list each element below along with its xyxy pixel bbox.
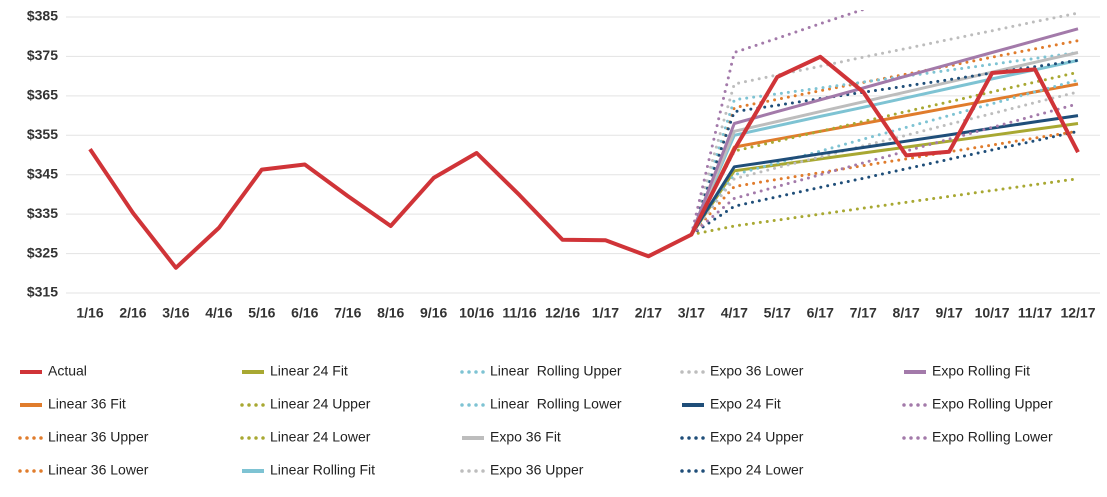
x-tick-label: 7/17 bbox=[850, 305, 877, 321]
legend-label: Linear 36 Upper bbox=[48, 429, 149, 445]
x-tick-label: 12/16 bbox=[545, 305, 580, 321]
legend-label: Linear 24 Upper bbox=[270, 396, 371, 412]
series-line bbox=[689, 78, 1080, 237]
legend-label: Expo 36 Upper bbox=[490, 462, 584, 478]
series-line bbox=[690, 122, 1079, 236]
legend-label: Expo Rolling Fit bbox=[932, 363, 1030, 379]
x-tick-label: 11/17 bbox=[1018, 305, 1052, 321]
legend-label: Linear Rolling Fit bbox=[270, 462, 375, 478]
series-line bbox=[690, 51, 1079, 236]
x-tick-label: 3/17 bbox=[678, 305, 705, 321]
y-tick-label: $315 bbox=[27, 284, 58, 300]
legend-label: Expo 36 Lower bbox=[710, 363, 804, 379]
legend-label: Expo 24 Lower bbox=[710, 462, 804, 478]
x-tick-label: 3/16 bbox=[162, 305, 189, 321]
y-tick-label: $325 bbox=[27, 244, 58, 260]
legend-label: Linear Rolling Lower bbox=[490, 396, 622, 412]
x-tick-label: 8/17 bbox=[893, 305, 920, 321]
legend-label: Linear 36 Fit bbox=[48, 396, 126, 412]
legend-label: Linear 36 Lower bbox=[48, 462, 149, 478]
series-line bbox=[689, 129, 1080, 237]
x-tick-label: 4/17 bbox=[721, 305, 748, 321]
legend-label: Linear 24 Lower bbox=[270, 429, 371, 445]
y-tick-label: $385 bbox=[27, 8, 58, 24]
x-tick-label: 10/17 bbox=[975, 305, 1010, 321]
axis-labels: $315 $325 $335 $345 $355 $365 $375 $385 1/16 2/16… bbox=[27, 8, 1096, 321]
x-tick-label: 6/16 bbox=[291, 305, 318, 321]
series-line bbox=[690, 27, 1079, 236]
x-tick-label: 11/16 bbox=[502, 305, 536, 321]
series-line bbox=[690, 114, 1079, 236]
series-line bbox=[690, 82, 1079, 236]
legend-label: Linear 24 Fit bbox=[270, 363, 348, 379]
legend: Actual Linear 36 Fit Linear 36 Upper Linear… bbox=[18, 363, 1053, 478]
series-line bbox=[689, 10, 867, 237]
y-tick-label: $335 bbox=[27, 205, 58, 221]
x-tick-label: 5/16 bbox=[248, 305, 275, 321]
series-line bbox=[689, 129, 1080, 237]
x-tick-label: 10/16 bbox=[459, 305, 494, 321]
series-line bbox=[88, 54, 1080, 270]
legend-label: Actual bbox=[48, 363, 87, 379]
x-tick-label: 9/16 bbox=[420, 305, 447, 321]
legend-label: Linear Rolling Upper bbox=[490, 363, 622, 379]
x-tick-label: 12/17 bbox=[1060, 305, 1095, 321]
x-tick-label: 4/16 bbox=[205, 305, 232, 321]
x-tick-label: 6/17 bbox=[807, 305, 834, 321]
x-tick-label: 5/17 bbox=[764, 305, 791, 321]
grid bbox=[66, 16, 1100, 294]
x-tick-label: 1/16 bbox=[76, 305, 103, 321]
series-line bbox=[689, 58, 1080, 237]
x-tick-label: 1/17 bbox=[592, 305, 619, 321]
y-tick-label: $375 bbox=[27, 47, 58, 63]
y-tick-label: $365 bbox=[27, 87, 58, 103]
x-tick-label: 2/16 bbox=[119, 305, 146, 321]
series-line bbox=[689, 11, 1080, 237]
x-tick-label: 2/17 bbox=[635, 305, 662, 321]
legend-label: Expo 24 Upper bbox=[710, 429, 804, 445]
x-tick-label: 7/16 bbox=[334, 305, 361, 321]
series-line bbox=[690, 58, 1079, 236]
legend-label: Expo 36 Fit bbox=[490, 429, 561, 445]
y-tick-label: $355 bbox=[27, 126, 58, 142]
y-tick-label: $345 bbox=[27, 165, 58, 181]
legend-label: Expo Rolling Lower bbox=[932, 429, 1053, 445]
legend-label: Expo Rolling Upper bbox=[932, 396, 1053, 412]
x-tick-label: 8/16 bbox=[377, 305, 404, 321]
series-line bbox=[689, 102, 1080, 237]
plot bbox=[88, 10, 1080, 270]
x-tick-label: 9/17 bbox=[936, 305, 963, 321]
series-line bbox=[689, 177, 1080, 237]
legend-label: Expo 24 Fit bbox=[710, 396, 781, 412]
series-line bbox=[689, 51, 1080, 237]
